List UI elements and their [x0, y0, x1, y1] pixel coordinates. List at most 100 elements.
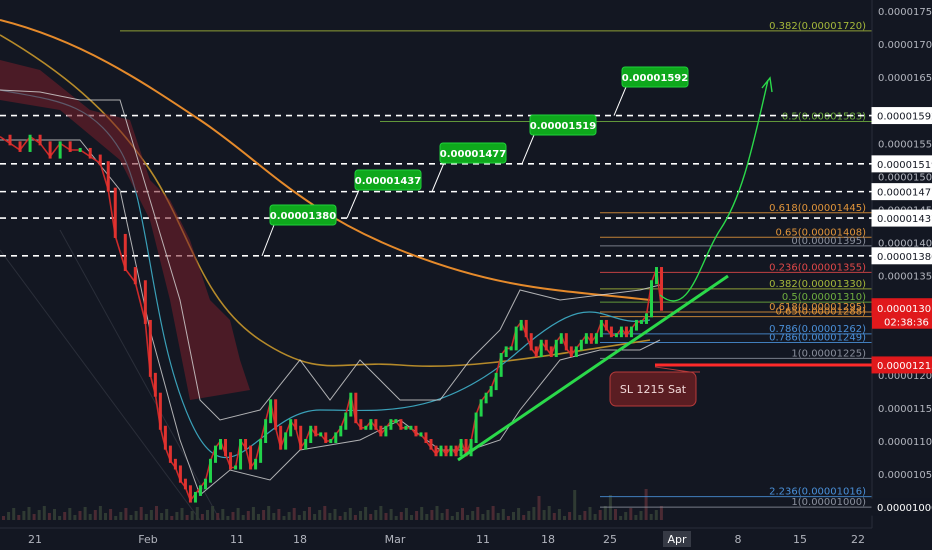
volume-bar [32, 514, 36, 520]
price-candle [264, 419, 268, 444]
price-candle [379, 425, 383, 437]
price-candle [344, 412, 348, 430]
volume-bar [359, 511, 362, 520]
volume-bar [297, 515, 301, 520]
target-callout-label: 0.00001592 [622, 73, 688, 84]
volume-bar [420, 507, 424, 520]
volume-bar [175, 512, 179, 520]
volume-bar [236, 508, 240, 520]
volume-bar [302, 511, 306, 520]
fib-level-label: 1(0.00001225) [791, 348, 866, 359]
plot-area[interactable]: 0.382(0.00001720) 0.5(0.00001583) 0.618(0.… [0, 19, 872, 521]
price-tag-label: 0.00001380 [877, 252, 932, 263]
fib-level-label: 2.236(0.00001016) [769, 487, 866, 498]
price-axis-bg [872, 0, 932, 550]
volume-bar [109, 509, 113, 520]
price-candle [133, 267, 137, 285]
price-candle [534, 346, 538, 358]
price-tag [871, 247, 932, 265]
price-tag [871, 155, 932, 173]
price-candle [289, 419, 293, 437]
target-callout-leader [261, 224, 275, 256]
volume-bar [262, 510, 266, 520]
price-candle [38, 134, 42, 146]
price-candle [153, 372, 157, 397]
volume-bar [384, 513, 388, 520]
price-candle [634, 319, 638, 331]
volume-bar [185, 515, 189, 520]
price-candle [219, 439, 223, 450]
volume-bar [425, 514, 429, 520]
volume-bar [389, 509, 393, 520]
time-tick-label: 11 [230, 533, 244, 546]
volume-bar [563, 516, 566, 520]
decor-trendline [59, 229, 221, 521]
price-candle [58, 141, 62, 159]
time-tick-label: 11 [476, 533, 490, 546]
price-candle [649, 280, 653, 318]
price-candle [589, 333, 593, 344]
target-callout [354, 169, 422, 191]
volume-bar [155, 506, 158, 520]
target-callout-leader [431, 162, 445, 192]
price-candle [544, 339, 548, 351]
price-candle [424, 432, 428, 444]
volume-bar [568, 512, 572, 520]
volume-bar [338, 516, 342, 520]
price-tag-label: 0.00001519 [877, 160, 932, 171]
volume-bar [83, 507, 87, 520]
time-tick-label: 25 [603, 533, 617, 546]
decor-trendline [0, 249, 201, 521]
price-candle [18, 141, 22, 152]
price-tag [871, 356, 932, 374]
volume-bar [226, 516, 230, 520]
volume-bar [63, 512, 67, 520]
fib-level-label: 0.236(0.00001355) [769, 262, 866, 273]
volume-bar [552, 513, 556, 520]
volume-bar [353, 515, 357, 520]
volume-bar [435, 506, 439, 520]
fib-level-label: 0.382(0.00001330) [769, 279, 866, 290]
volume-bar [231, 512, 235, 520]
fib-level-label: 0.65(0.00001288) [775, 307, 866, 318]
target-callout-leader [613, 86, 627, 116]
volume-bar [410, 515, 413, 520]
volume-bar [78, 511, 82, 520]
volume-bar [374, 510, 378, 520]
volume-bar [119, 512, 123, 520]
volume-bar [455, 512, 459, 520]
volume-bar [246, 511, 250, 520]
price-candle [88, 147, 92, 159]
price-candle [364, 425, 368, 430]
price-candle [454, 445, 458, 457]
volume-bar [129, 515, 133, 520]
price-candle [369, 419, 373, 430]
price-candle [193, 491, 197, 503]
countdown-label: 02:38:36 [884, 318, 929, 329]
price-candle [319, 432, 323, 437]
price-candle [519, 319, 523, 331]
price-candle [274, 399, 278, 430]
price-candle [429, 439, 433, 450]
volume-bar [144, 514, 148, 520]
price-tag [871, 209, 932, 227]
fib-level-label: 0.618(0.00001295) [769, 302, 866, 313]
volume-bar [481, 514, 485, 520]
price-candle [168, 445, 172, 463]
volume-bar [333, 509, 337, 520]
price-candle [434, 445, 438, 457]
price-tag-label: 0.00001477 [877, 188, 932, 199]
price-candle [178, 465, 182, 483]
price-candle [554, 339, 558, 358]
price-candle [203, 478, 207, 490]
price-candle [604, 319, 608, 331]
price-tag-label: 0.00001437 [877, 214, 932, 225]
volume-bar [399, 512, 403, 520]
